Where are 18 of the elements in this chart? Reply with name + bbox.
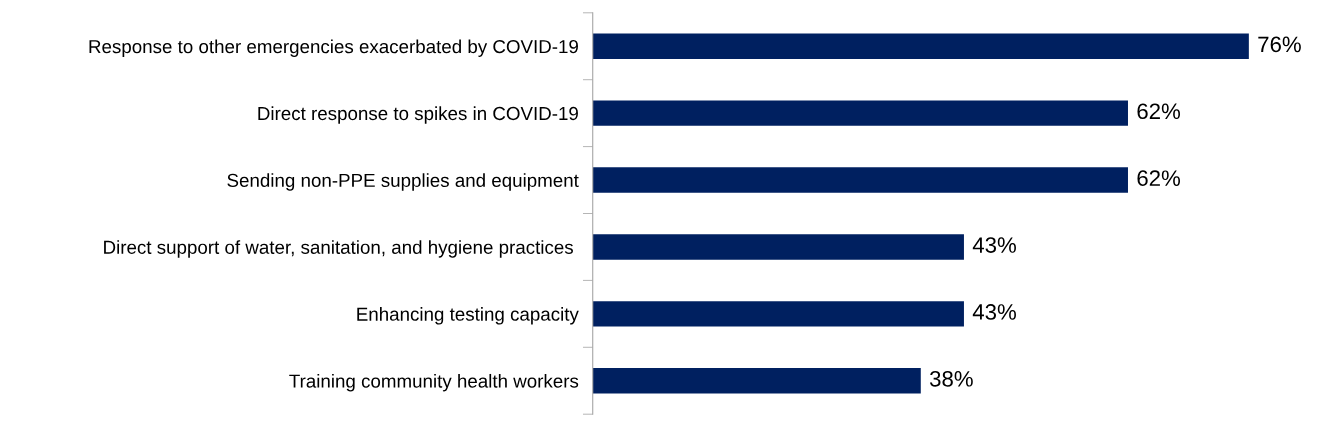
y-tick-label: Enhancing testing capacity — [357, 307, 579, 325]
y-tick-label: Sending non-PPE supplies and equipment — [227, 173, 579, 191]
y-tick-label: Training community health workers — [289, 373, 579, 392]
y-tick-label: Response to other emergencies exacerbated by COVID-19 — [89, 39, 578, 57]
bar — [592, 234, 964, 260]
bar — [592, 167, 1128, 193]
data-label: 76% — [1258, 36, 1301, 53]
bar — [592, 100, 1128, 126]
data-label: 43% — [972, 237, 1016, 253]
data-label: 43% — [972, 304, 1016, 320]
bar — [592, 368, 921, 394]
y-tick-label: Direct support of water, sanitation, and hygiene practices — [104, 240, 573, 258]
y-tick-label: Direct response to spikes in COVID-19 — [258, 106, 578, 124]
data-label: 62% — [1137, 170, 1181, 187]
data-label: 38% — [929, 370, 973, 387]
bar — [592, 33, 1249, 59]
data-label: 62% — [1137, 103, 1181, 120]
bar — [592, 301, 964, 327]
